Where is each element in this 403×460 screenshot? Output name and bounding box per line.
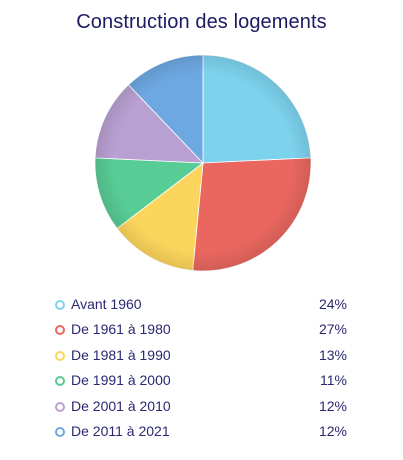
legend-value: 13%	[318, 346, 347, 363]
pie-chart	[94, 54, 312, 272]
legend-label: De 1981 à 1990	[71, 346, 171, 363]
legend-dot-icon	[55, 325, 65, 336]
pie-slice-avant-1960	[202, 54, 312, 164]
legend-item: De 1961 à 1980 27%	[55, 319, 347, 344]
legend-dot-icon	[55, 426, 65, 437]
legend-value: 12%	[318, 422, 347, 439]
legend-label: De 2001 à 2010	[71, 397, 171, 414]
legend-dot-icon	[55, 376, 65, 387]
legend-dot-icon	[55, 401, 65, 412]
legend-item: De 1991 à 2000 11%	[55, 370, 347, 395]
legend-dot-icon	[55, 350, 65, 361]
legend-value: 11%	[320, 372, 347, 389]
legend-value: 27%	[318, 321, 347, 338]
legend-item: De 1981 à 1990 13%	[55, 345, 347, 370]
chart-title: Construction des logements	[76, 11, 327, 33]
legend-value: 24%	[318, 296, 347, 312]
legend-item: De 2011 à 2021 12%	[55, 421, 347, 446]
legend-item: Avant 1960 24%	[55, 294, 347, 319]
legend-label: De 1991 à 2000	[71, 372, 171, 389]
legend-item: De 2001 à 2010 12%	[55, 396, 347, 421]
legend-value: 12%	[318, 397, 347, 414]
legend-dot-icon	[55, 300, 65, 310]
legend-label: Avant 1960	[71, 296, 142, 312]
legend-label: De 1961 à 1980	[71, 321, 171, 338]
legend-label: De 2011 à 2021	[71, 422, 170, 439]
pie-slice-de-1961-1980	[192, 157, 312, 272]
legend: Avant 1960 24% De 1961 à 1980 27% De 1981 à …	[55, 294, 347, 446]
